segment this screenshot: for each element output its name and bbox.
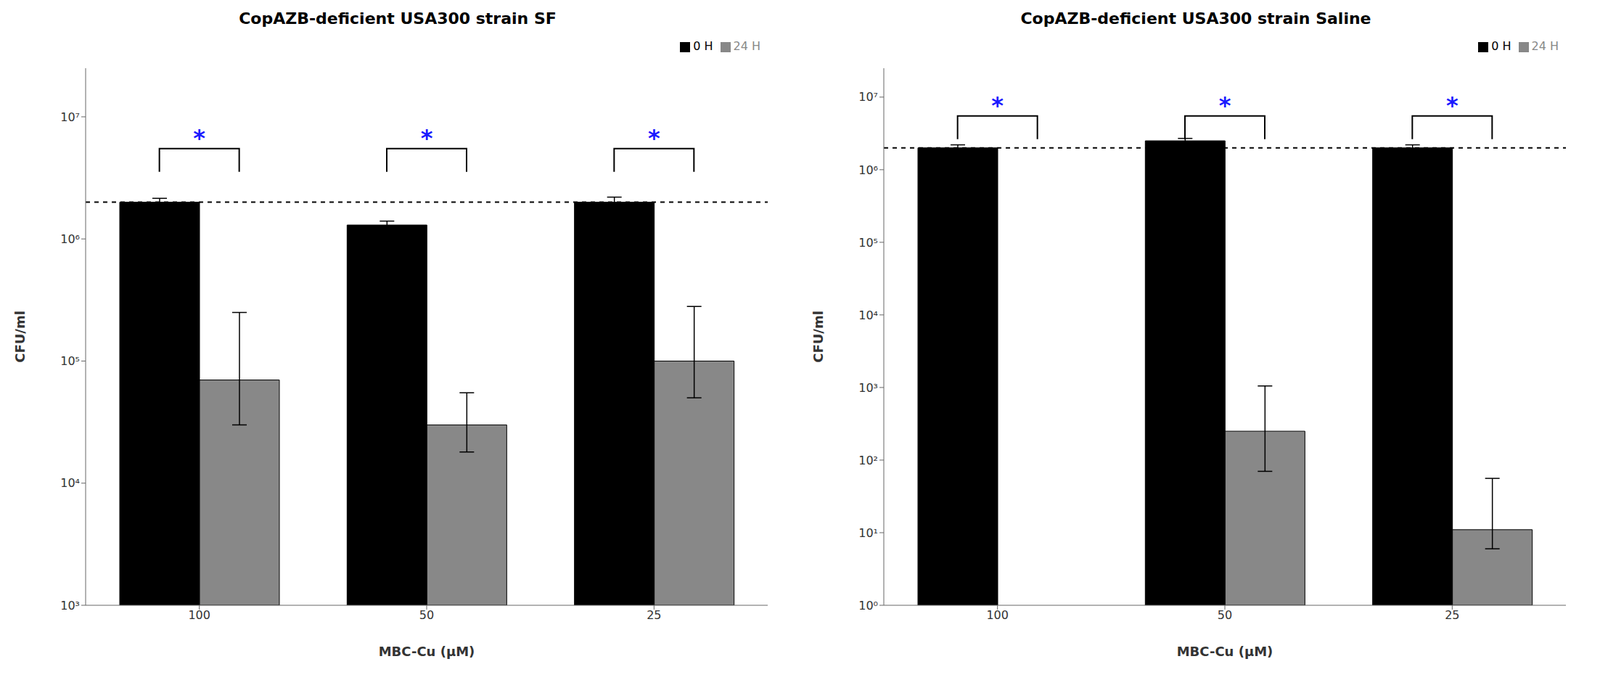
html-text:24 H: 24 H — [733, 39, 761, 53]
html-text:CopAZB-deficient USA300 strain: CopAZB-deficient USA300 strain Saline — [1020, 9, 1372, 28]
svg-text:25: 25 — [646, 608, 662, 622]
html-text:0 H: 0 H — [693, 39, 713, 53]
svg-text:100: 100 — [986, 608, 1009, 622]
svg-text:10⁴: 10⁴ — [60, 476, 80, 490]
svg-text:MBC-Cu (μM): MBC-Cu (μM) — [378, 643, 476, 659]
svg-text:CFU/ml: CFU/ml — [12, 310, 28, 363]
svg-text:10¹: 10¹ — [858, 526, 879, 540]
svg-text:100: 100 — [187, 608, 211, 622]
svg-text:10³: 10³ — [60, 598, 80, 613]
svg-text:10⁵: 10⁵ — [60, 354, 80, 368]
svg-text:10⁶: 10⁶ — [60, 232, 80, 246]
svg-text:25: 25 — [1444, 608, 1460, 622]
svg-text:10⁵: 10⁵ — [858, 235, 879, 250]
html-text:0 H: 0 H — [1491, 39, 1512, 53]
svg-text:*: * — [1446, 91, 1459, 120]
svg-text:MBC-Cu (μM): MBC-Cu (μM) — [1176, 643, 1274, 659]
svg-text:*: * — [991, 91, 1004, 120]
svg-text:CFU/ml: CFU/ml — [810, 310, 826, 363]
svg-text:50: 50 — [419, 608, 434, 622]
svg-text:10⁰: 10⁰ — [858, 598, 879, 613]
svg-text:10⁶: 10⁶ — [858, 163, 879, 178]
svg-text:*: * — [193, 124, 206, 152]
svg-text:10⁴: 10⁴ — [858, 308, 879, 323]
svg-text:*: * — [420, 124, 434, 152]
svg-text:*: * — [647, 124, 661, 152]
svg-text:50: 50 — [1217, 608, 1233, 622]
svg-text:10³: 10³ — [858, 380, 879, 395]
svg-text:*: * — [1219, 91, 1232, 120]
html-text:CopAZB-deficient USA300 strain: CopAZB-deficient USA300 strain SF — [238, 9, 557, 28]
svg-text:10⁷: 10⁷ — [858, 89, 879, 104]
html-text:24 H: 24 H — [1531, 39, 1559, 53]
svg-text:10⁷: 10⁷ — [60, 110, 80, 125]
svg-text:10²: 10² — [858, 453, 879, 468]
